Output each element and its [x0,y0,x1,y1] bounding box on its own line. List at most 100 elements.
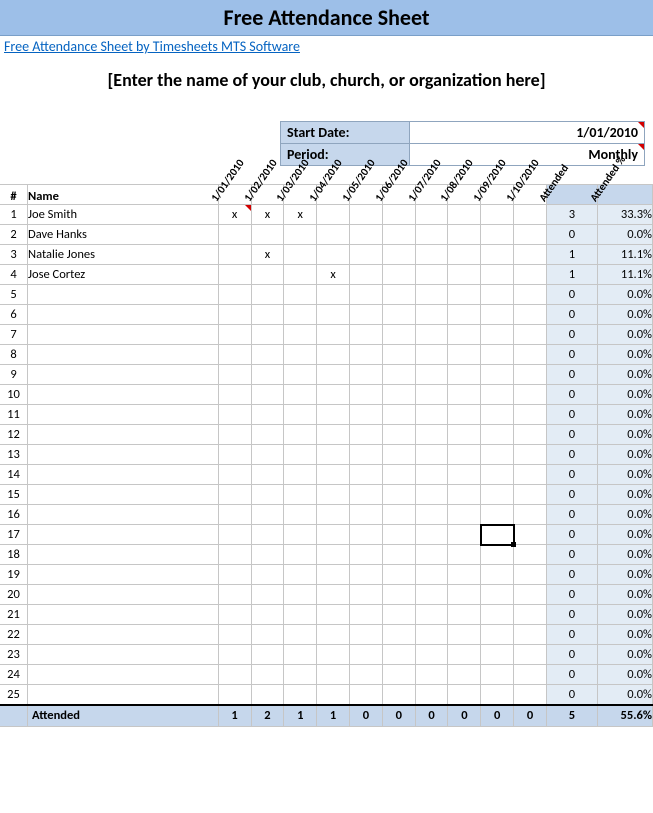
cell-mark[interactable] [284,285,317,305]
cell-mark[interactable] [218,285,251,305]
cell-mark[interactable] [415,585,448,605]
cell-mark[interactable] [415,545,448,565]
cell-mark[interactable] [415,485,448,505]
table-row[interactable]: 2500.0% [0,685,653,705]
cell-mark[interactable] [382,525,415,545]
cell-mark[interactable] [350,265,383,285]
cell-name[interactable] [28,465,219,485]
cell-mark[interactable] [251,645,284,665]
cell-mark[interactable] [382,565,415,585]
cell-mark[interactable] [514,505,547,525]
table-row[interactable]: 2Dave Hanks00.0% [0,225,653,245]
cell-mark[interactable] [284,405,317,425]
cell-mark[interactable] [350,245,383,265]
cell-mark[interactable] [218,385,251,405]
cell-mark[interactable] [481,545,514,565]
cell-mark[interactable] [481,565,514,585]
cell-mark[interactable] [481,365,514,385]
cell-mark[interactable] [481,625,514,645]
cell-mark[interactable] [514,565,547,585]
cell-mark[interactable] [415,625,448,645]
cell-mark[interactable] [448,445,481,465]
start-date-value[interactable]: 1/01/2010 [410,121,645,144]
cell-mark[interactable] [284,245,317,265]
cell-mark[interactable] [382,425,415,445]
cell-mark[interactable] [448,205,481,225]
cell-name[interactable]: Natalie Jones [28,245,219,265]
cell-mark[interactable] [514,465,547,485]
cell-mark[interactable] [382,485,415,505]
cell-mark[interactable] [317,505,350,525]
cell-mark[interactable] [218,345,251,365]
table-row[interactable]: 900.0% [0,365,653,385]
cell-mark[interactable] [514,585,547,605]
cell-mark[interactable] [415,265,448,285]
table-row[interactable]: 1900.0% [0,565,653,585]
cell-mark[interactable] [251,565,284,585]
cell-mark[interactable] [481,245,514,265]
cell-name[interactable] [28,605,219,625]
cell-mark[interactable] [350,605,383,625]
cell-mark[interactable] [218,245,251,265]
cell-mark[interactable] [481,285,514,305]
table-row[interactable]: 1Joe Smithxxx333.3% [0,205,653,225]
cell-mark[interactable] [251,425,284,445]
cell-mark[interactable] [317,305,350,325]
cell-name[interactable] [28,445,219,465]
cell-mark[interactable] [218,305,251,325]
cell-name[interactable]: Joe Smith [28,205,219,225]
cell-mark[interactable] [514,445,547,465]
cell-mark[interactable] [382,685,415,705]
table-row[interactable]: 1500.0% [0,485,653,505]
table-row[interactable]: 1200.0% [0,425,653,445]
cell-mark[interactable] [382,245,415,265]
cell-mark[interactable] [317,525,350,545]
cell-mark[interactable] [514,405,547,425]
cell-mark[interactable] [350,525,383,545]
cell-mark[interactable] [251,465,284,485]
cell-mark[interactable] [415,525,448,545]
cell-mark[interactable] [317,645,350,665]
cell-mark[interactable] [481,685,514,705]
cell-mark[interactable] [415,225,448,245]
cell-mark[interactable] [481,325,514,345]
cell-mark[interactable] [284,525,317,545]
table-row[interactable]: 500.0% [0,285,653,305]
cell-mark[interactable] [415,685,448,705]
cell-mark[interactable] [284,445,317,465]
cell-mark[interactable] [382,645,415,665]
cell-mark[interactable] [251,505,284,525]
cell-name[interactable] [28,285,219,305]
cell-mark[interactable] [481,525,514,545]
cell-mark[interactable] [448,365,481,385]
cell-mark[interactable] [350,645,383,665]
cell-mark[interactable] [514,525,547,545]
cell-mark[interactable] [481,405,514,425]
cell-name[interactable] [28,525,219,545]
cell-mark[interactable] [350,545,383,565]
cell-mark[interactable] [481,305,514,325]
cell-mark[interactable] [251,385,284,405]
cell-mark[interactable] [317,425,350,445]
cell-mark[interactable] [317,545,350,565]
cell-mark[interactable] [514,425,547,445]
cell-mark[interactable] [514,645,547,665]
cell-mark[interactable] [514,545,547,565]
cell-mark[interactable] [382,625,415,645]
table-row[interactable]: 2100.0% [0,605,653,625]
cell-mark[interactable] [218,565,251,585]
cell-mark[interactable] [481,385,514,405]
cell-mark[interactable] [317,625,350,645]
cell-mark[interactable] [284,345,317,365]
cell-mark[interactable] [317,565,350,585]
cell-mark[interactable] [218,405,251,425]
cell-mark[interactable] [284,665,317,685]
cell-mark[interactable] [251,585,284,605]
cell-mark[interactable] [317,325,350,345]
cell-mark[interactable] [218,445,251,465]
cell-mark[interactable] [350,565,383,585]
cell-name[interactable] [28,485,219,505]
cell-mark[interactable] [481,605,514,625]
cell-mark[interactable] [481,485,514,505]
cell-mark[interactable] [284,265,317,285]
